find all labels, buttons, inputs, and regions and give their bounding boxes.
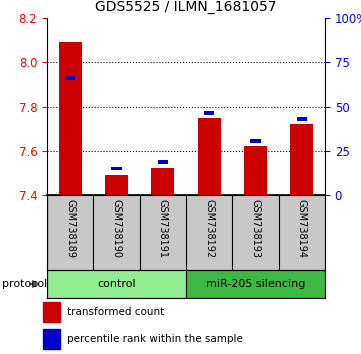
Text: GSM738193: GSM738193 [251,199,261,258]
Bar [65,76,75,80]
Bar [47,270,186,298]
Bar [204,111,214,115]
Bar [105,175,128,195]
Bar [158,160,168,164]
Text: GSM738191: GSM738191 [158,199,168,258]
Bar [151,169,174,195]
Bar [111,166,122,170]
Bar [297,117,307,121]
Bar [186,270,325,298]
Bar [58,42,82,195]
Title: GDS5525 / ILMN_1681057: GDS5525 / ILMN_1681057 [95,0,277,14]
Text: GSM738189: GSM738189 [65,199,75,258]
Text: GSM738192: GSM738192 [204,199,214,258]
Text: miR-205 silencing: miR-205 silencing [206,279,305,289]
Bar [43,329,60,349]
Bar [290,124,313,195]
Text: GSM738190: GSM738190 [112,199,122,258]
Text: percentile rank within the sample: percentile rank within the sample [67,334,243,344]
Text: GSM738194: GSM738194 [297,199,307,258]
Text: protocol: protocol [2,279,47,289]
Bar [250,139,261,143]
Bar [244,146,267,195]
Text: control: control [97,279,136,289]
Bar [197,118,221,195]
Text: transformed count: transformed count [67,307,164,317]
Bar [43,302,60,322]
